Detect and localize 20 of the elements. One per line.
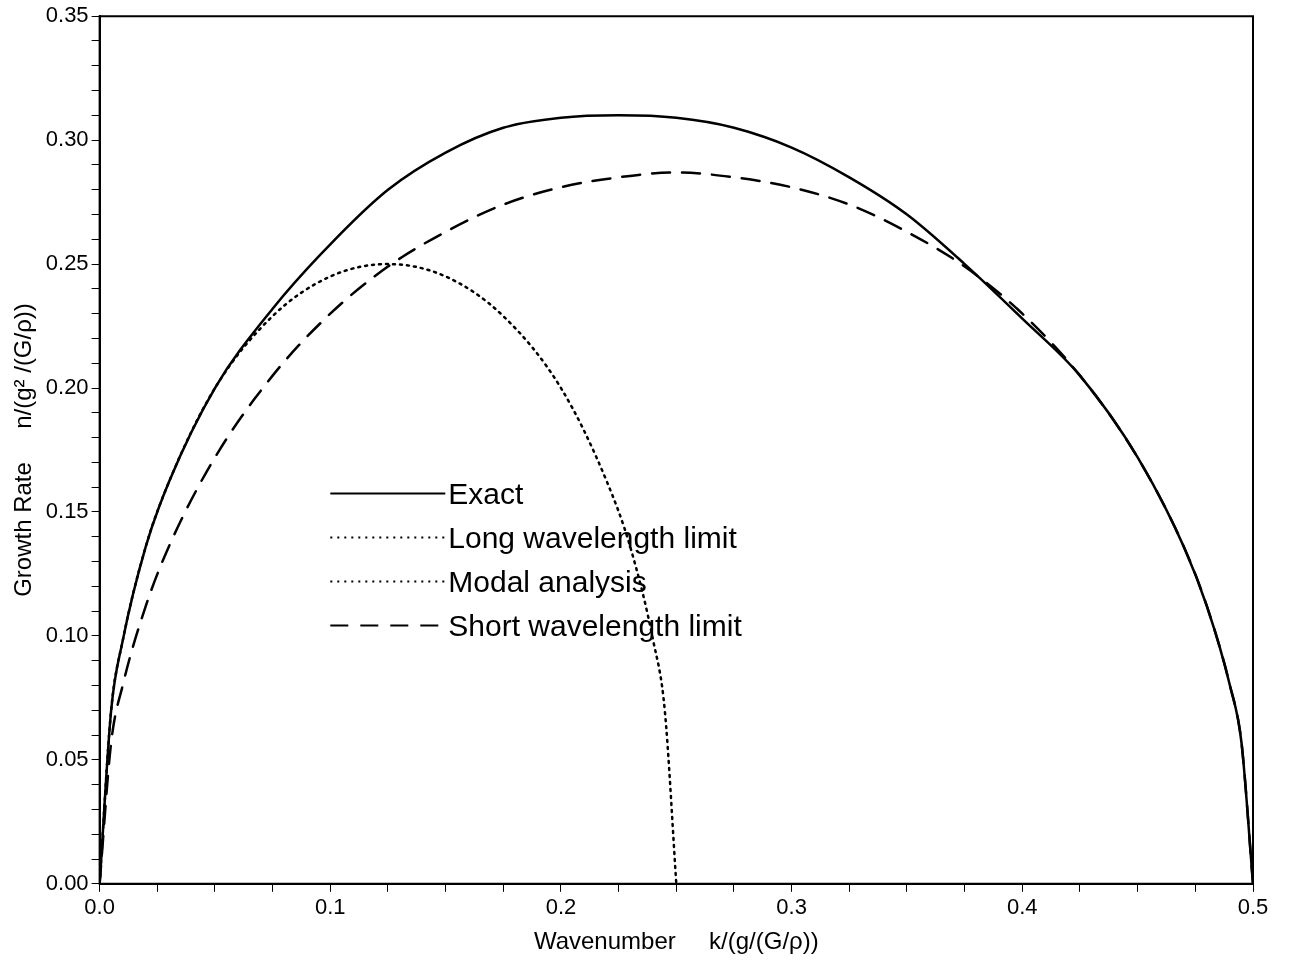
y-axis-title: Growth Rate n/(g² /(G/ρ)): [9, 303, 37, 597]
legend-label: Short wavelength limit: [448, 608, 743, 642]
y-tick-label: 0.25: [45, 250, 89, 276]
x-tick-label: 0.3: [776, 894, 807, 920]
x-axis-title: Wavenumber k/(g/(G/ρ)): [533, 927, 819, 955]
x-tick-label: 0.5: [1237, 894, 1269, 920]
legend-label: Exact: [448, 476, 524, 510]
y-tick-label: 0.20: [45, 374, 89, 400]
y-tick-label: 0.10: [45, 621, 89, 647]
legend-label: Long wavelength limit: [448, 520, 738, 554]
x-tick-label: 0.4: [1007, 894, 1038, 920]
y-tick-label: 0.30: [45, 126, 89, 152]
y-tick-label: 0.15: [45, 498, 89, 524]
x-tick-label: 0.1: [315, 894, 346, 920]
y-tick-label: 0.05: [45, 745, 89, 771]
x-tick-label: 0.2: [545, 894, 577, 920]
y-tick-label: 0.00: [45, 869, 89, 895]
x-tick-label: 0.0: [84, 894, 115, 920]
y-tick-label: 0.35: [45, 2, 89, 28]
legend-label: Modal analysis: [448, 564, 647, 598]
